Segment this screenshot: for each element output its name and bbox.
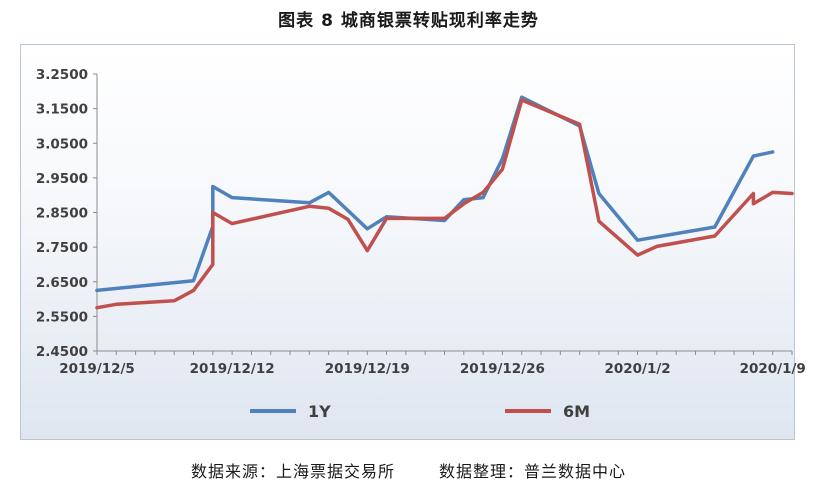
y-tick-label: 2.6500: [36, 275, 88, 291]
line-chart: 3.2500 3.1500 3.0500 2.9500 2.8500 2.7500 2.65…: [36, 67, 806, 421]
legend-label-6m: 6M: [563, 402, 590, 421]
y-tick-label: 2.4500: [36, 344, 88, 360]
x-tick-label: 2019/12/26: [460, 361, 545, 377]
x-tick-label: 2020/1/9: [740, 361, 806, 377]
x-tick-label: 2020/1/2: [604, 361, 670, 377]
legend-label-1y: 1Y: [308, 402, 331, 421]
chart-title: 图表 8 城商银票转贴现利率走势: [278, 11, 539, 31]
x-tick-label: 2019/12/19: [325, 361, 410, 377]
source-line: 数据来源：上海票据交易所 数据整理：普兰数据中心: [0, 458, 817, 482]
chart-area: [20, 44, 795, 440]
series-line-1y: [95, 95, 775, 293]
y-tick-label: 3.0500: [36, 136, 88, 152]
x-tick-label: 2019/12/5: [59, 361, 135, 377]
y-tick-label: 3.1500: [36, 102, 88, 118]
y-tick-label: 2.9500: [36, 171, 88, 187]
data-source-text: 数据来源：上海票据交易所: [190, 462, 395, 481]
y-tick-label: 2.5500: [36, 309, 88, 325]
data-compiler-text: 数据整理：普兰数据中心: [439, 462, 627, 481]
y-tick-label: 2.7500: [36, 240, 88, 256]
y-tick-label: 2.8500: [36, 206, 88, 222]
y-tick-label: 3.2500: [36, 67, 88, 83]
x-tick-label: 2019/12/12: [190, 361, 275, 377]
series-line-6m: [95, 98, 794, 310]
